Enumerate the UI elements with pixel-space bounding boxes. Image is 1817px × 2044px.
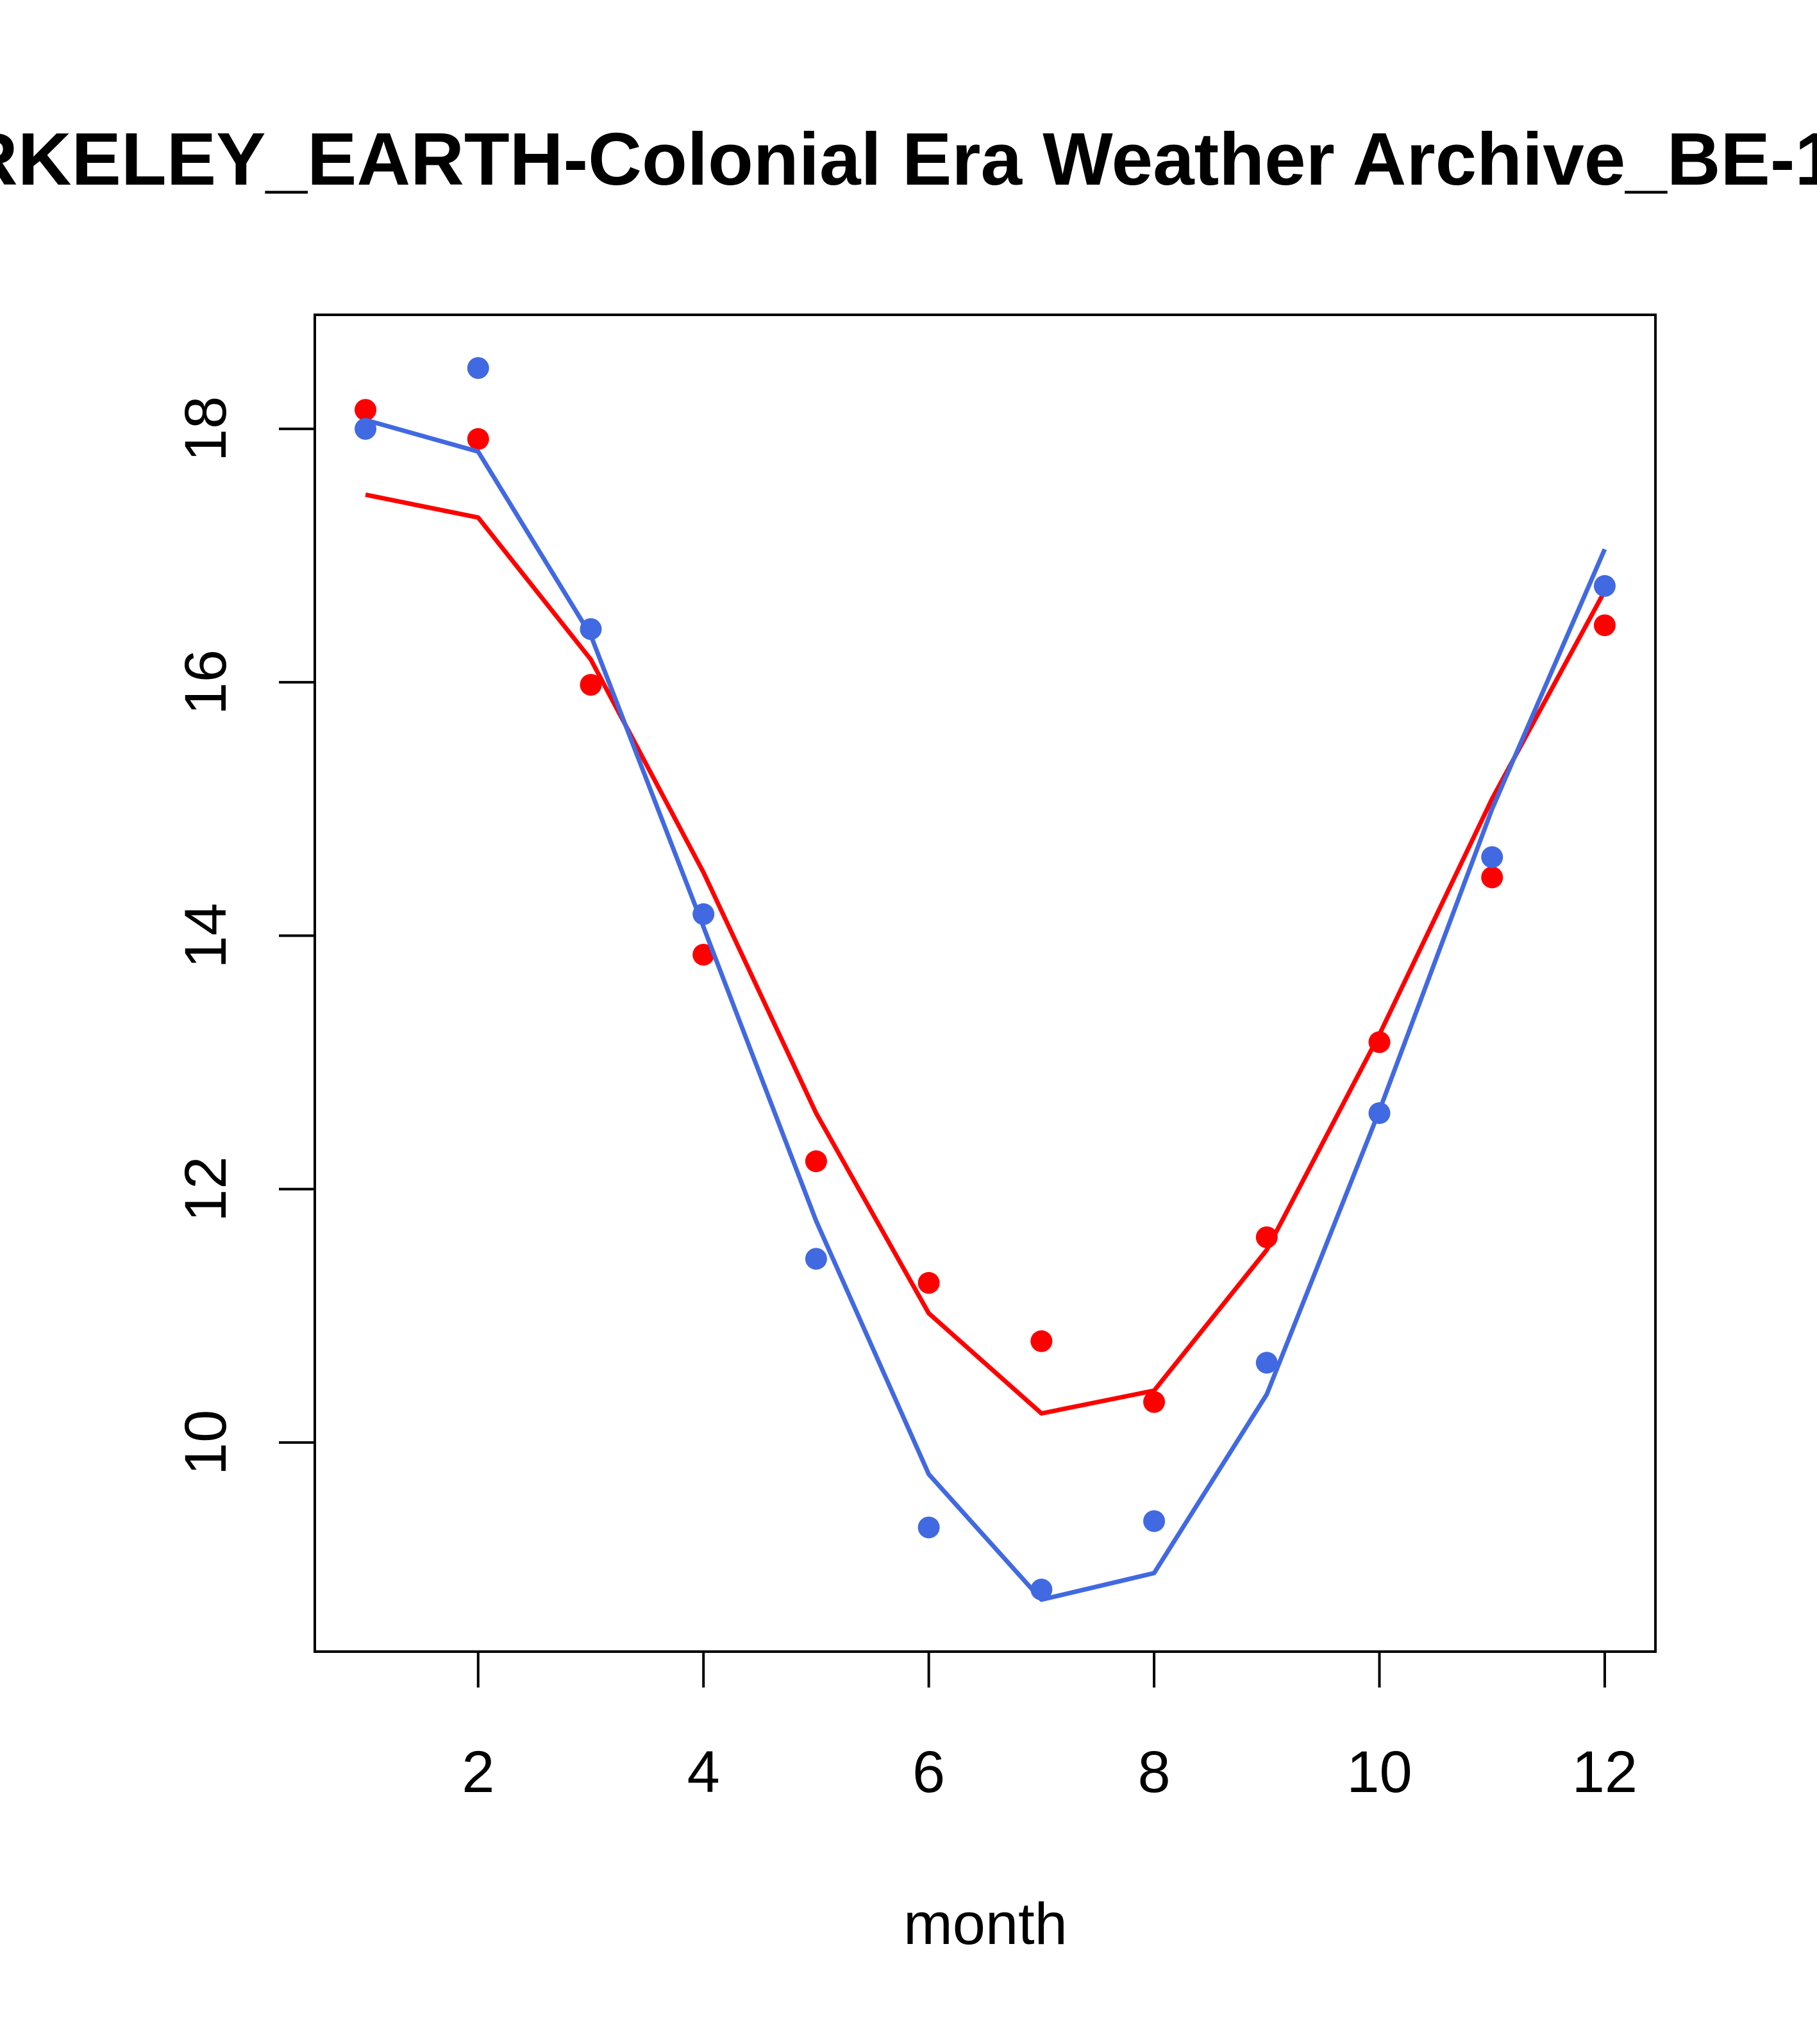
series-2 xyxy=(355,357,1616,1602)
series-1-point xyxy=(917,1271,940,1294)
series-1-point xyxy=(467,428,489,450)
y-tick-label: 16 xyxy=(173,649,239,715)
series-2-point xyxy=(1030,1579,1053,1601)
series-1-point xyxy=(1481,866,1503,889)
series-2-point xyxy=(1368,1102,1391,1125)
y-tick-label: 14 xyxy=(173,903,239,968)
chart-title: BERKELEY_EARTH-Colonial Era Weather Arch… xyxy=(0,117,1817,201)
series-2-point xyxy=(1481,846,1503,868)
series-2-point xyxy=(580,618,602,641)
series-layer xyxy=(355,357,1616,1602)
y-tick-label: 12 xyxy=(173,1156,239,1221)
x-axis-label: month xyxy=(903,1891,1068,1957)
series-2-fit-line xyxy=(365,417,1607,1602)
series-1-point xyxy=(1368,1031,1391,1053)
y-axis: 10 12 14 16 18 xyxy=(173,396,316,1475)
x-tick-label: 4 xyxy=(687,1739,720,1805)
series-2-point xyxy=(805,1248,827,1270)
series-1-point xyxy=(692,944,715,966)
y-tick-label: 18 xyxy=(173,396,239,462)
x-axis: 2 4 6 8 10 12 xyxy=(462,1650,1637,1805)
series-2-point xyxy=(467,357,489,380)
series-2-point xyxy=(692,903,715,925)
series-1-point xyxy=(1030,1330,1053,1352)
series-1 xyxy=(355,399,1616,1416)
x-tick-label: 8 xyxy=(1137,1739,1170,1805)
series-2-point xyxy=(917,1516,940,1539)
series-1-point xyxy=(805,1150,827,1173)
x-tick-label: 10 xyxy=(1346,1739,1412,1805)
y-tick-label: 10 xyxy=(173,1410,239,1475)
series-2-point xyxy=(1593,574,1616,597)
series-1-point xyxy=(1255,1226,1278,1248)
series-1-point xyxy=(580,674,602,696)
x-tick-label: 6 xyxy=(912,1739,945,1805)
series-2-point xyxy=(1255,1352,1278,1374)
x-tick-label: 2 xyxy=(462,1739,494,1805)
series-1-fit-line xyxy=(365,492,1607,1416)
series-2-point xyxy=(355,417,377,440)
x-tick-label: 12 xyxy=(1572,1739,1637,1805)
series-1-point xyxy=(1593,614,1616,637)
series-1-point xyxy=(1143,1391,1166,1413)
series-2-point xyxy=(1143,1510,1166,1532)
series-1-point xyxy=(355,399,377,421)
